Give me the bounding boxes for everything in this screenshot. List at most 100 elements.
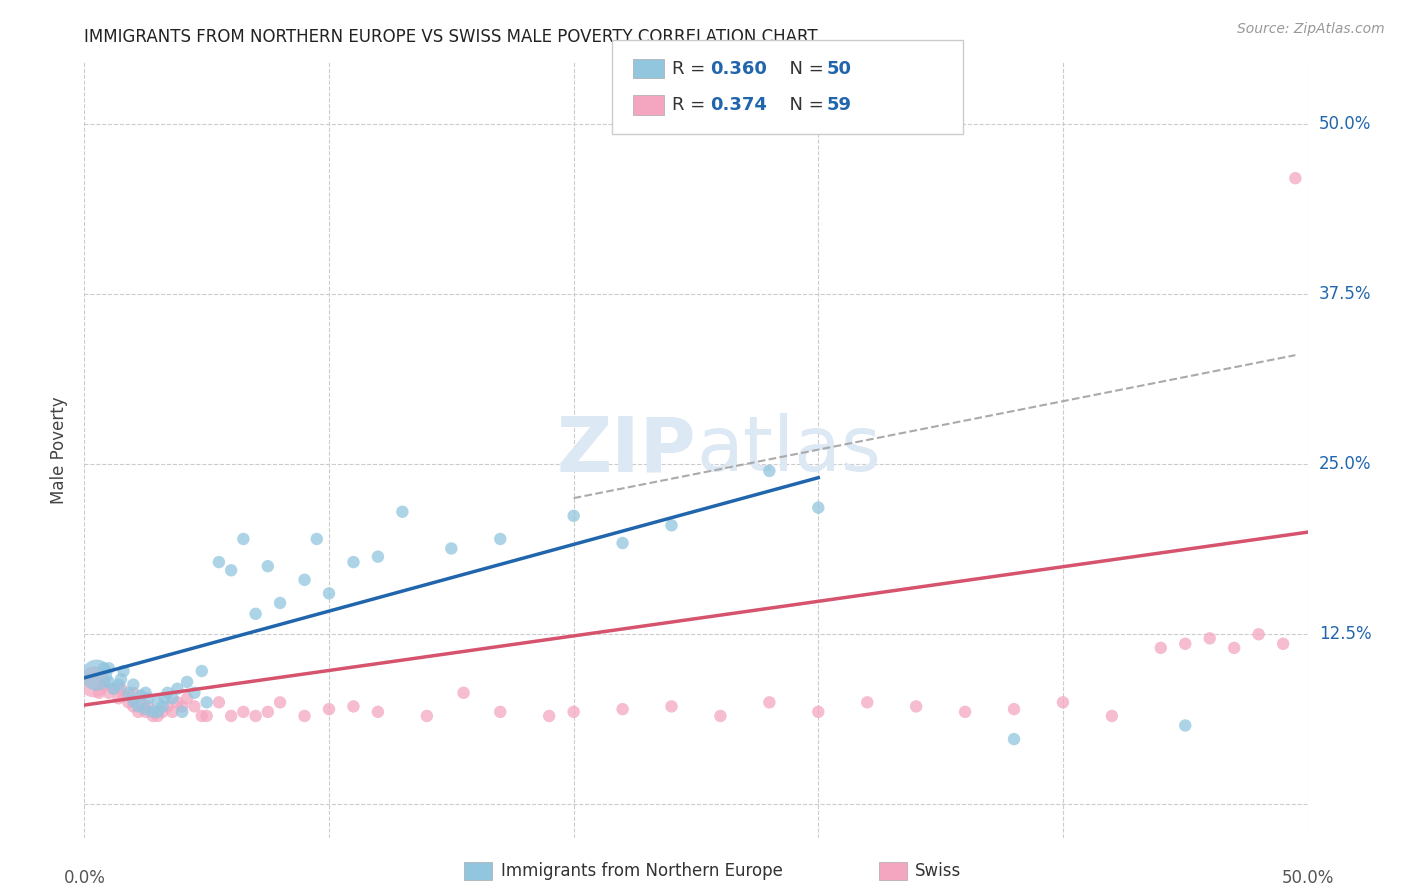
Point [195,695,218,709]
Point [1150,640,1173,655]
Text: N =: N = [778,60,830,78]
Point [661,699,683,714]
Point [1174,718,1197,732]
Point [269,695,291,709]
Point [176,674,198,689]
Point [367,549,389,564]
Point [269,596,291,610]
Point [416,709,439,723]
Text: 12.5%: 12.5% [1319,625,1371,643]
Point [172,705,194,719]
Point [1052,695,1074,709]
Point [146,695,169,709]
Point [110,672,132,686]
Point [183,699,205,714]
Point [152,699,174,714]
Point [146,705,169,719]
Point [232,705,254,719]
Point [86,668,108,682]
Point [1247,627,1270,641]
Point [112,689,135,703]
Point [612,536,634,550]
Point [122,694,145,708]
Point [142,709,165,723]
Point [93,678,115,692]
Point [162,705,184,719]
Point [758,695,780,709]
Point [122,699,145,714]
Point [257,705,280,719]
Point [97,686,120,700]
Point [1174,637,1197,651]
Point [87,686,110,700]
Point [219,709,242,723]
Text: atlas: atlas [696,414,880,487]
Point [538,709,561,723]
Point [294,573,316,587]
Point [135,705,157,719]
Text: Immigrants from Northern Europe: Immigrants from Northern Europe [501,862,782,880]
Point [107,678,129,692]
Point [117,686,139,700]
Point [807,500,830,515]
Y-axis label: Male Poverty: Male Poverty [51,397,69,504]
Point [97,661,120,675]
Point [166,695,188,709]
Point [489,705,512,719]
Point [318,702,340,716]
Point [142,705,165,719]
Point [1223,640,1246,655]
Point [562,705,585,719]
Point [83,674,105,689]
Point [219,563,242,577]
Point [1284,171,1306,186]
Point [367,705,389,719]
Point [153,691,176,706]
Point [97,674,120,689]
Point [103,681,125,696]
Point [709,709,731,723]
Point [1101,709,1123,723]
Point [191,664,214,678]
Point [135,686,157,700]
Text: Swiss: Swiss [915,862,962,880]
Point [208,555,231,569]
Point [245,709,267,723]
Point [562,508,585,523]
Text: R =: R = [672,96,711,114]
Point [122,678,145,692]
Point [93,661,115,675]
Point [172,699,194,714]
Point [245,607,267,621]
Point [232,532,254,546]
Point [1002,732,1025,747]
Point [162,691,184,706]
Point [807,705,830,719]
Point [1272,637,1295,651]
Point [107,691,129,706]
Point [156,699,179,714]
Point [110,681,132,696]
Point [953,705,976,719]
Point [342,555,364,569]
Point [136,691,159,706]
Point [257,559,280,574]
Text: R =: R = [672,60,711,78]
Point [122,686,145,700]
Text: IMMIGRANTS FROM NORTHERN EUROPE VS SWISS MALE POVERTY CORRELATION CHART: IMMIGRANTS FROM NORTHERN EUROPE VS SWISS… [84,28,818,45]
Point [661,518,683,533]
Point [489,532,512,546]
Point [127,699,149,714]
Text: N =: N = [778,96,830,114]
Point [758,464,780,478]
Text: 50: 50 [827,60,852,78]
Text: 59: 59 [827,96,852,114]
Point [195,709,218,723]
Point [112,664,135,678]
Point [152,705,174,719]
Point [391,505,413,519]
Point [117,695,139,709]
Text: 0.0%: 0.0% [63,869,105,887]
Point [156,686,179,700]
Point [342,699,364,714]
